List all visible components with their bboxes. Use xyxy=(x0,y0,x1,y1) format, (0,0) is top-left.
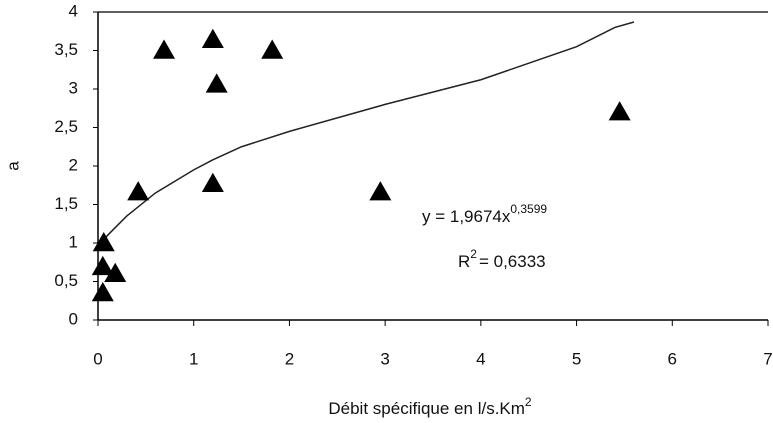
x-tick-label: 4 xyxy=(476,349,485,368)
y-tick-label: 0,5 xyxy=(54,271,78,290)
x-tick-label: 1 xyxy=(189,349,198,368)
y-tick-label: 2 xyxy=(69,155,78,174)
r-squared-value: = 0,6333 xyxy=(479,252,546,271)
x-tick-label: 2 xyxy=(285,349,294,368)
x-axis-label: Débit spécifique en l/s.Km2 xyxy=(328,395,532,418)
x-tick-label: 7 xyxy=(763,349,772,368)
point xyxy=(201,172,224,192)
point xyxy=(205,73,228,93)
fit-curve xyxy=(99,21,635,246)
y-tick-label: 0 xyxy=(69,309,78,328)
r-squared-r: R xyxy=(458,252,470,271)
equation: y = 1,9674x0,3599 xyxy=(422,202,547,226)
r-squared: R2 = 0,6333 xyxy=(458,247,546,271)
point xyxy=(201,28,224,48)
equation-exponent: 0,3599 xyxy=(510,202,547,216)
y-tick-label: 4 xyxy=(69,1,78,20)
x-axis-label-sup: 2 xyxy=(525,395,532,409)
y-tick-label: 2,5 xyxy=(54,117,78,136)
y-tick-label: 1,5 xyxy=(54,194,78,213)
point xyxy=(92,232,115,252)
y-axis-label: a xyxy=(3,161,22,171)
y-tick-label: 3 xyxy=(69,78,78,97)
r-squared-sup: 2 xyxy=(470,247,477,261)
equation-text: y = 1,9674x xyxy=(422,207,511,226)
x-tick-label: 5 xyxy=(572,349,581,368)
point xyxy=(91,255,114,276)
point xyxy=(261,39,284,59)
x-tick-label: 3 xyxy=(380,349,389,368)
point xyxy=(127,181,150,201)
point xyxy=(153,39,176,59)
y-tick-label: 3,5 xyxy=(54,40,78,59)
y-tick-label: 1 xyxy=(69,232,78,251)
x-axis-label-text: Débit spécifique en l/s.Km xyxy=(328,399,525,418)
point xyxy=(608,101,631,121)
point xyxy=(369,181,392,201)
x-tick-label: 6 xyxy=(668,349,677,368)
point xyxy=(91,282,114,302)
point xyxy=(104,262,127,283)
x-tick-label: 0 xyxy=(93,349,102,368)
